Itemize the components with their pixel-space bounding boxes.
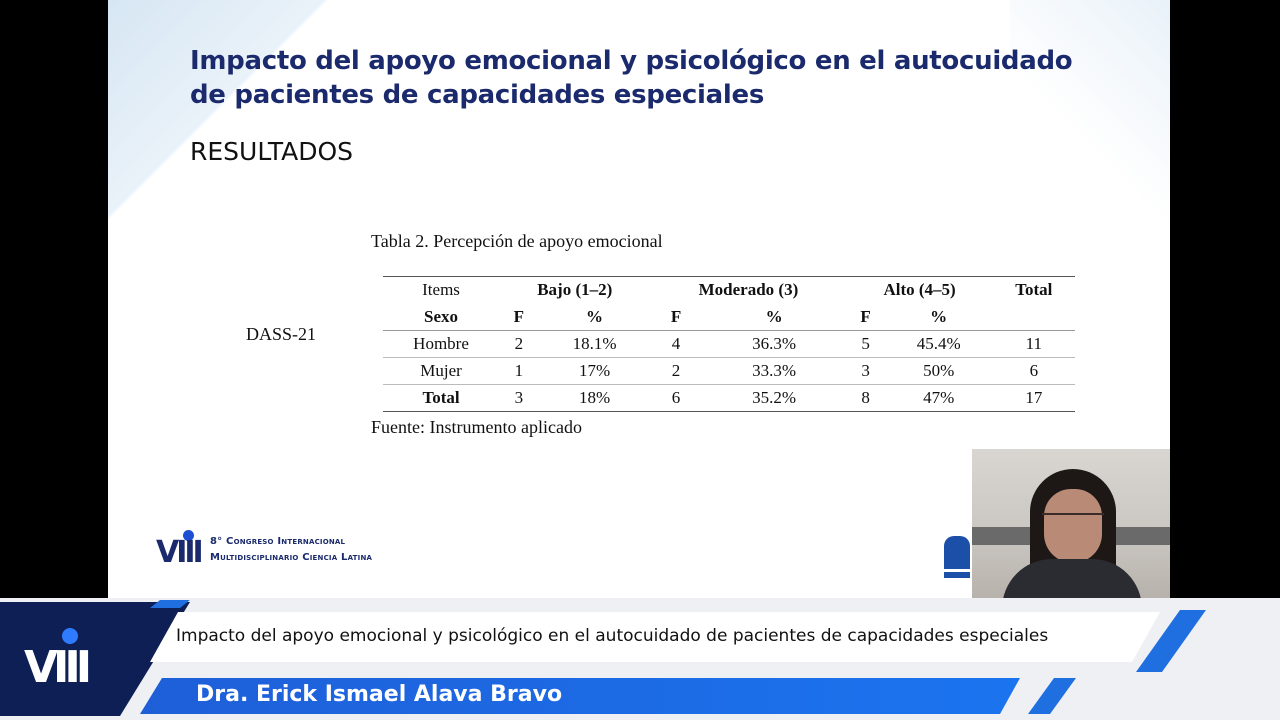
section-heading: RESULTADOS bbox=[190, 137, 354, 166]
cell: 17% bbox=[538, 357, 651, 385]
banner-accent bbox=[150, 600, 190, 608]
banner-slash-accent-2 bbox=[1028, 678, 1076, 714]
event-logo-icon: VIII bbox=[24, 642, 92, 693]
talk-title-bar bbox=[150, 612, 1160, 662]
slide-blue-emblem bbox=[944, 536, 970, 578]
header-bajo: Bajo (1–2) bbox=[537, 280, 613, 300]
cell: 2 bbox=[499, 330, 539, 358]
cell: 47% bbox=[884, 384, 993, 412]
congress-logo-icon: VIII bbox=[156, 530, 204, 570]
row-label: Hombre bbox=[383, 330, 500, 358]
cell: 35.2% bbox=[701, 384, 847, 412]
subheader-percent: % bbox=[538, 303, 651, 331]
cell: 45.4% bbox=[884, 330, 993, 358]
cell-total: 6 bbox=[992, 357, 1075, 385]
table-source: Fuente: Instrumento aplicado bbox=[371, 417, 582, 437]
cell: 2 bbox=[650, 357, 702, 385]
congress-name-line2: Multidisciplinario Ciencia Latina bbox=[210, 552, 373, 563]
subheader-f: F bbox=[650, 303, 702, 331]
cell: 3 bbox=[499, 384, 539, 412]
cell: 5 bbox=[846, 330, 885, 358]
header-items: Items bbox=[422, 280, 460, 300]
cell: 4 bbox=[650, 330, 702, 358]
lower-third-banner: VIII Impacto del apoyo emocional y psico… bbox=[0, 598, 1280, 720]
subheader-percent: % bbox=[701, 303, 847, 331]
speaker-name-bar bbox=[140, 678, 1020, 714]
cell-total: 17 bbox=[992, 384, 1075, 412]
subheader-empty bbox=[992, 303, 1075, 331]
speaker-name: Dra. Erick Ismael Alava Bravo bbox=[196, 682, 563, 707]
subheader-f: F bbox=[499, 303, 539, 331]
header-alto: Alto (4–5) bbox=[883, 280, 956, 300]
header-total: Total bbox=[1015, 280, 1053, 300]
cell: 36.3% bbox=[701, 330, 847, 358]
cell: 8 bbox=[846, 384, 885, 412]
row-label: Mujer bbox=[383, 357, 500, 385]
table-header-row: Items Bajo (1–2) Moderado (3) Alto (4–5)… bbox=[383, 276, 1075, 304]
row-label: Total bbox=[383, 384, 500, 412]
cell: 50% bbox=[884, 357, 993, 385]
subheader-f: F bbox=[846, 303, 885, 331]
slide-corner-decoration bbox=[108, 0, 348, 240]
talk-title: Impacto del apoyo emocional y psicológic… bbox=[176, 626, 1049, 646]
subheader-sexo: Sexo bbox=[383, 303, 500, 331]
table-caption: Tabla 2. Percepción de apoyo emocional bbox=[371, 231, 663, 251]
cell: 18% bbox=[538, 384, 651, 412]
results-table: Items Bajo (1–2) Moderado (3) Alto (4–5)… bbox=[383, 276, 1075, 412]
instrument-label: DASS-21 bbox=[246, 324, 317, 344]
slide-title: Impacto del apoyo emocional y psicológic… bbox=[190, 46, 1073, 110]
event-logo-dot-icon bbox=[62, 628, 78, 644]
cell: 3 bbox=[846, 357, 885, 385]
presentation-slide: Impacto del apoyo emocional y psicológic… bbox=[108, 0, 1170, 598]
table-total-row: Total 3 18% 6 35.2% 8 47% 17 bbox=[383, 384, 1075, 412]
table-subheader-row: Sexo F % F % F % bbox=[383, 303, 1075, 331]
cell: 1 bbox=[499, 357, 539, 385]
cell: 6 bbox=[650, 384, 702, 412]
slide-corner-decoration-right bbox=[1010, 0, 1170, 300]
header-moderado: Moderado (3) bbox=[698, 280, 799, 300]
table-row: Hombre 2 18.1% 4 36.3% 5 45.4% 11 bbox=[383, 330, 1075, 358]
congress-name-line1: 8° Congreso Internacional bbox=[210, 536, 346, 547]
congress-logo: VIII 8° Congreso Internacional Multidisc… bbox=[156, 530, 372, 570]
subheader-percent: % bbox=[884, 303, 993, 331]
cell-total: 11 bbox=[992, 330, 1075, 358]
webcam-video bbox=[972, 449, 1170, 599]
cell: 33.3% bbox=[701, 357, 847, 385]
table-row: Mujer 1 17% 2 33.3% 3 50% 6 bbox=[383, 357, 1075, 385]
cell: 18.1% bbox=[538, 330, 651, 358]
